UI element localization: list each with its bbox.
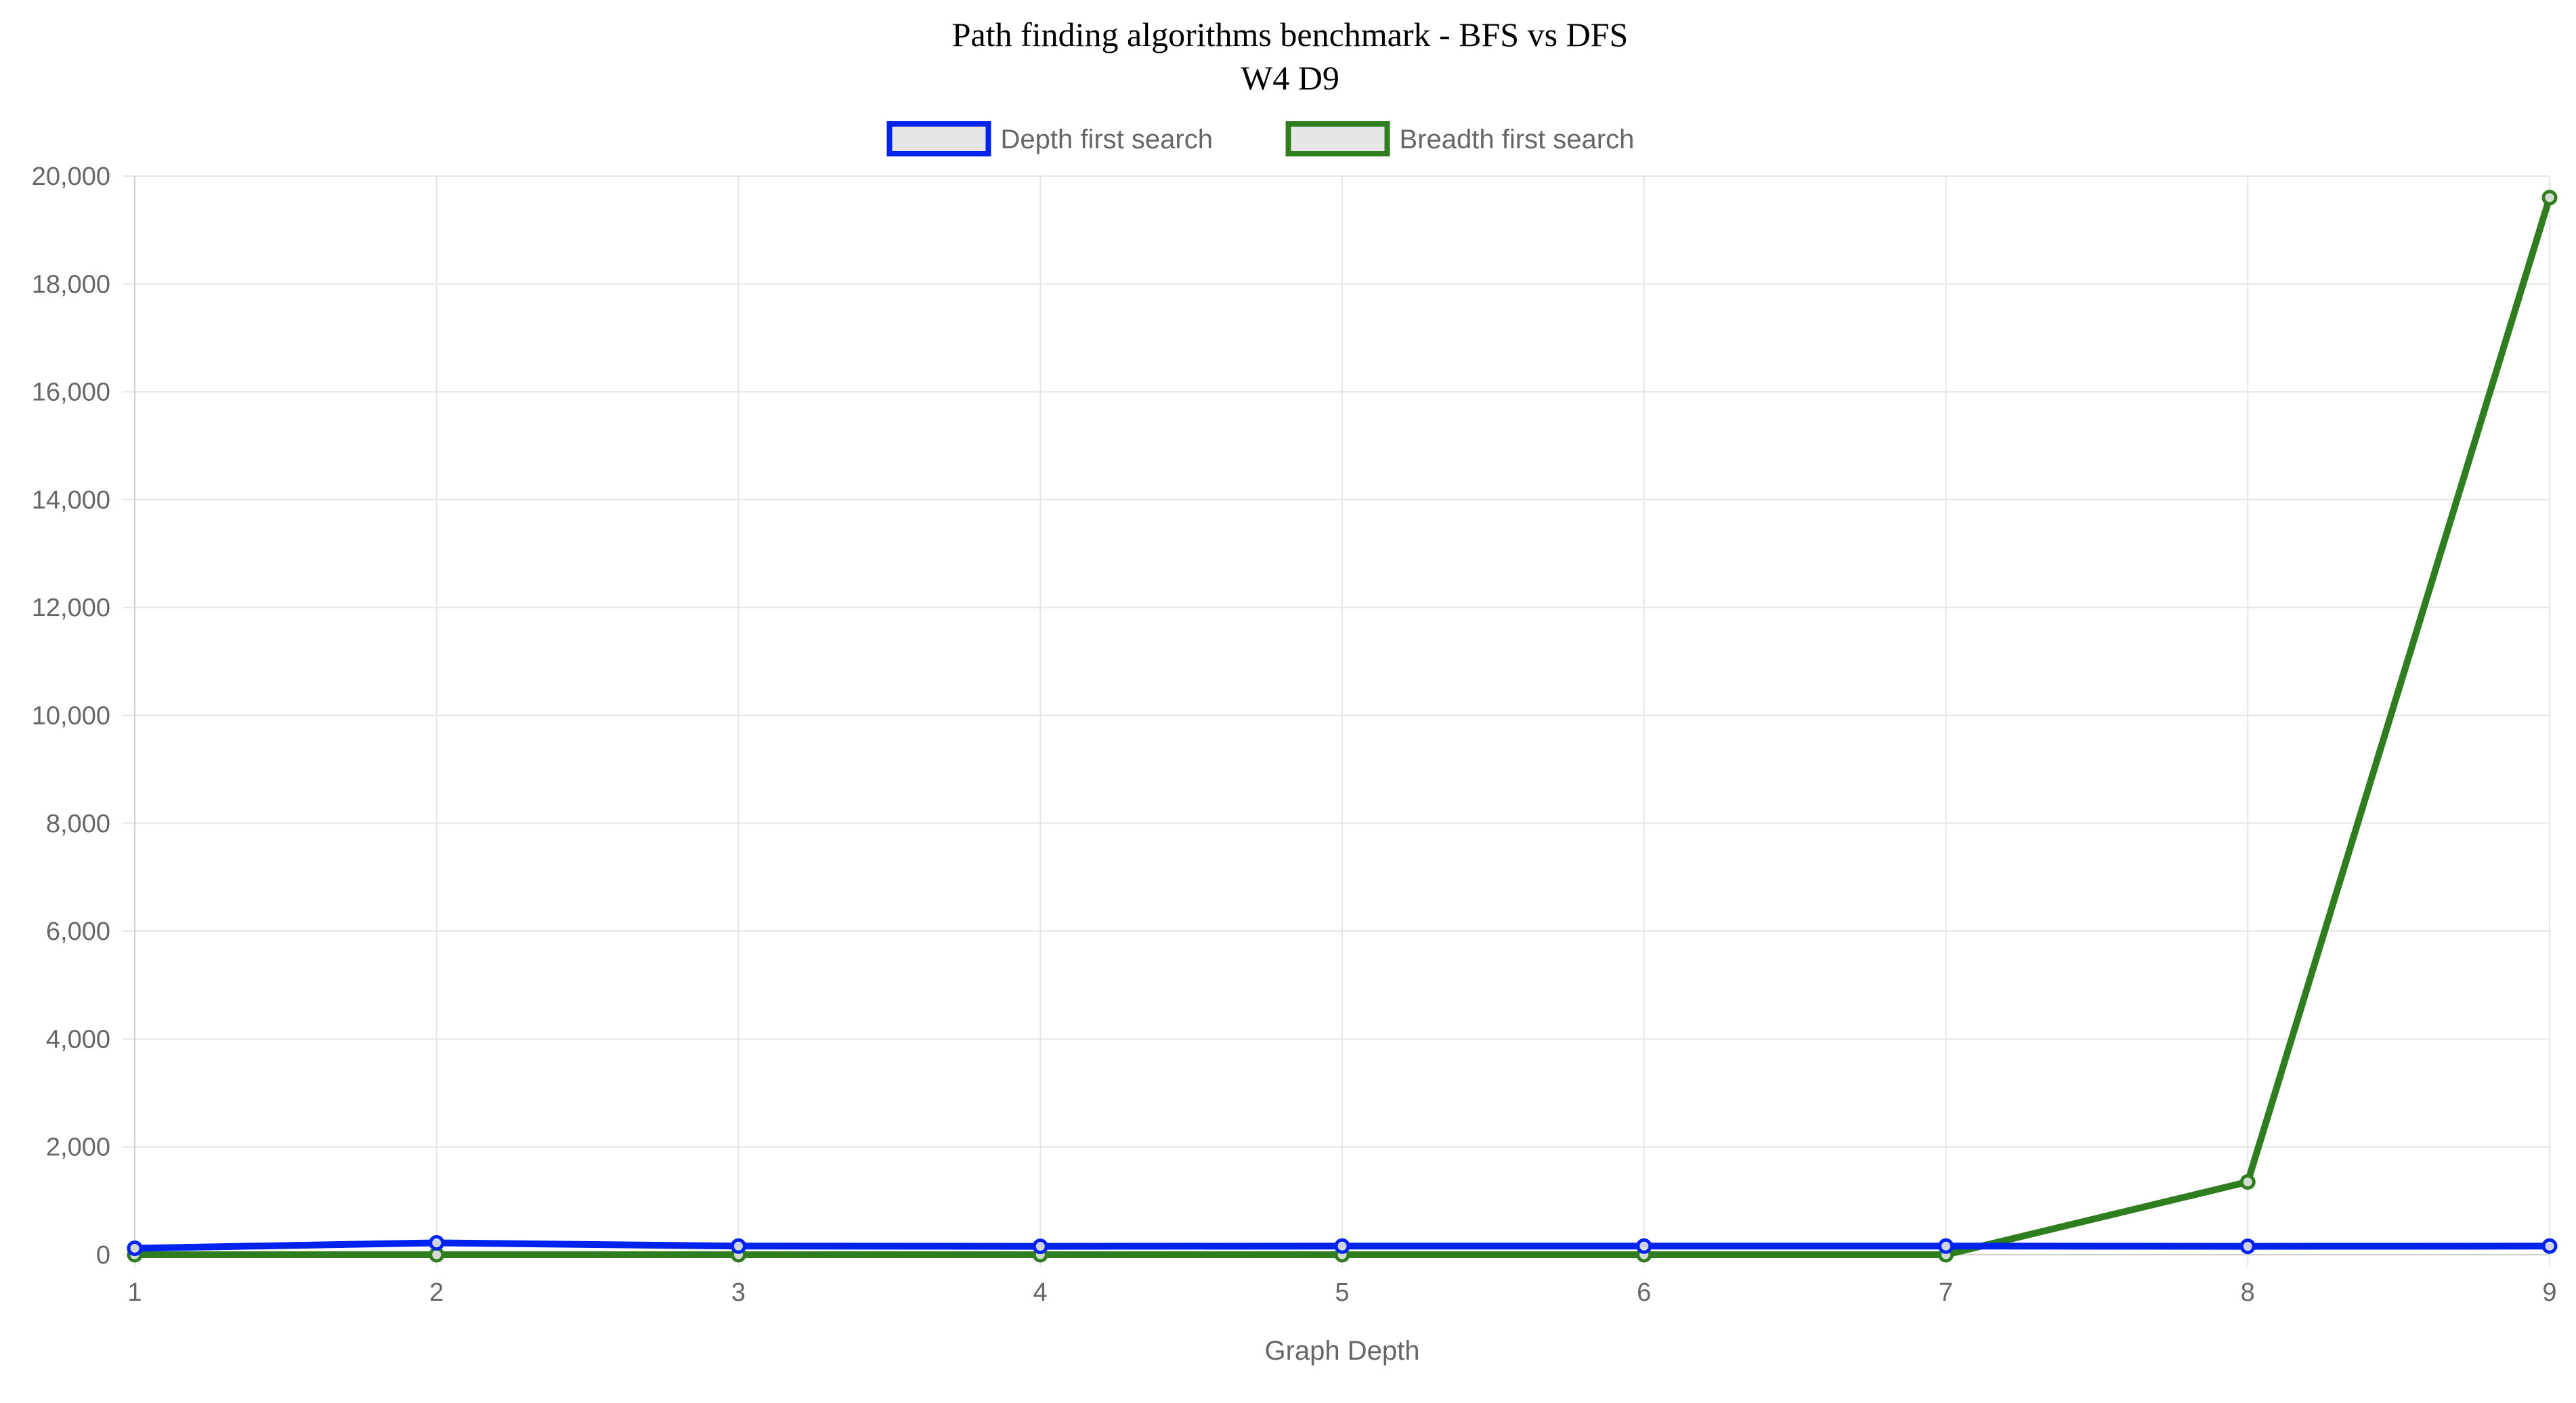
x-tick-label: 5 [1335,1278,1349,1307]
y-tick-label: 18,000 [32,270,110,299]
x-tick-label: 6 [1637,1278,1651,1307]
y-tick-label: 2,000 [46,1134,110,1162]
legend-item[interactable]: Breadth first search [1285,121,1635,156]
y-tick-label: 10,000 [32,702,110,731]
chart-title: Path finding algorithms benchmark - BFS … [952,16,1629,53]
data-point [2541,1238,2558,1254]
y-tick-label: 20,000 [32,163,110,191]
data-point [1938,1238,1954,1254]
data-point [127,1240,143,1256]
x-tick-label: 3 [731,1278,746,1307]
data-point [1636,1238,1652,1254]
legend-swatch [1285,121,1390,156]
legend: Depth first search Breadth first search [886,121,1635,156]
x-axis-title: Graph Depth [1264,1336,1419,1366]
data-point [731,1238,746,1254]
y-tick-label: 4,000 [46,1025,110,1054]
y-tick-label: 12,000 [32,594,110,622]
data-point [2239,1238,2256,1255]
data-point [2239,1173,2256,1190]
data-point [1334,1238,1350,1254]
y-tick-label: 14,000 [32,486,110,515]
legend-label: Breadth first search [1400,125,1635,154]
x-tick-label: 9 [2542,1278,2556,1307]
x-tick-label: 1 [127,1278,142,1307]
x-tick-label: 7 [1939,1278,1953,1307]
series-points [127,190,2558,1263]
x-tick-label: 2 [429,1278,444,1307]
y-tick-label: 8,000 [46,810,110,838]
grid [123,175,2550,1267]
y-tick-label: 6,000 [46,918,110,946]
data-point [1032,1238,1048,1255]
data-point [429,1234,445,1251]
legend-label: Depth first search [1001,125,1213,154]
y-tick-label: 16,000 [32,379,110,407]
data-point [2541,190,2558,206]
legend-swatch [886,121,991,156]
legend-item[interactable]: Depth first search [886,121,1213,156]
axes: 0 2,000 4,000 6,000 8,000 10,000 12,000 14,000 1… [32,163,2557,1307]
x-tick-label: 8 [2241,1278,2255,1307]
y-tick-label: 0 [96,1241,110,1270]
chart-subtitle: W4 D9 [1241,59,1339,97]
x-tick-label: 4 [1033,1278,1048,1307]
